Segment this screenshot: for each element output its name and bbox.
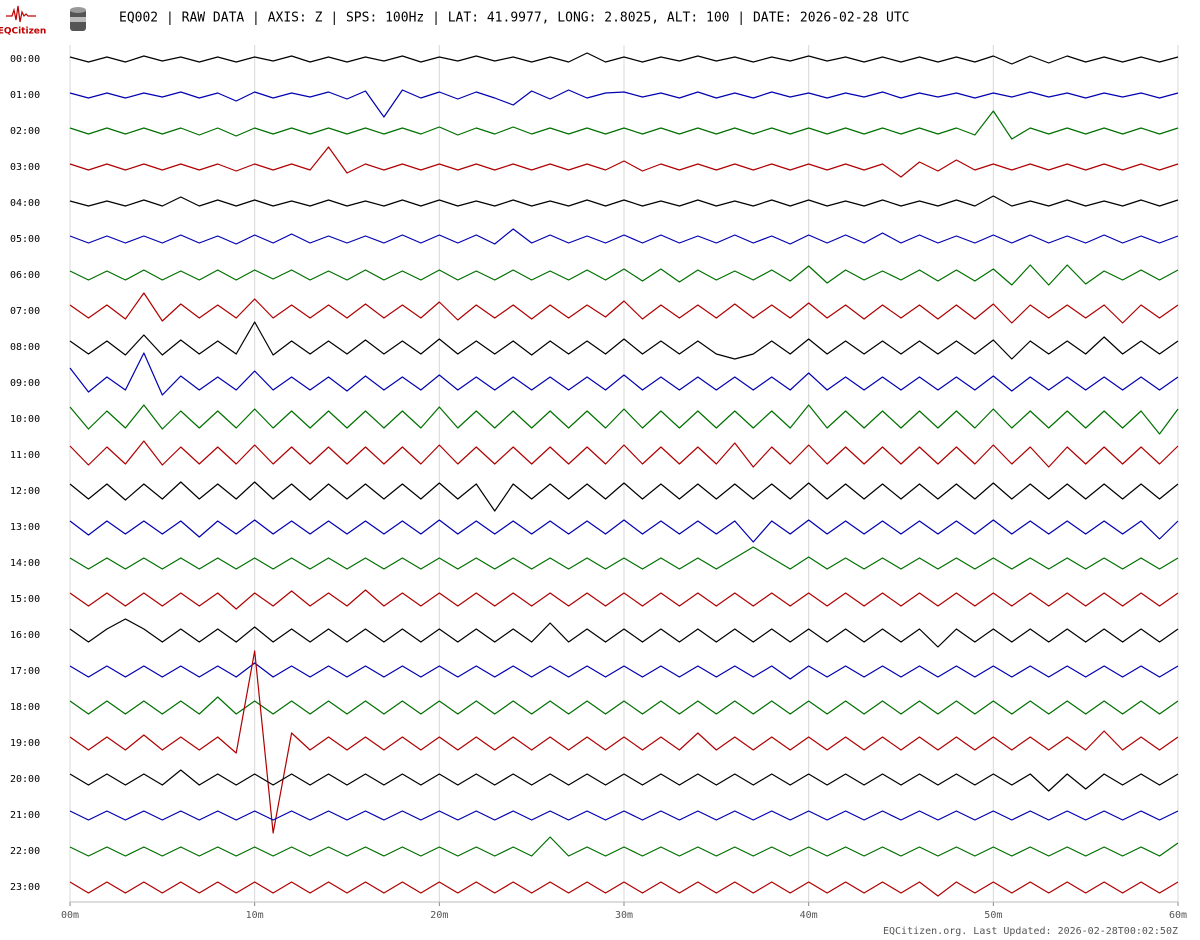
trace — [69, 696, 1179, 715]
trace — [69, 519, 1179, 543]
trace — [69, 110, 1179, 140]
row-label: 17:00 — [10, 666, 40, 677]
row-label: 04:00 — [10, 198, 40, 209]
trace — [69, 769, 1179, 792]
row-label: 10:00 — [10, 414, 40, 425]
row-label: 12:00 — [10, 486, 40, 497]
footer: EQCitizen.org. Last Updated: 2026-02-28T… — [883, 926, 1178, 937]
row-label: 01:00 — [10, 90, 40, 101]
row-label: 14:00 — [10, 558, 40, 569]
x-tick-label: 30m — [615, 910, 633, 921]
x-tick-label: 60m — [1169, 910, 1187, 921]
trace — [69, 264, 1179, 286]
chart-title: EQ002 | RAW DATA | AXIS: Z | SPS: 100Hz … — [119, 11, 910, 26]
trace — [69, 228, 1179, 245]
grid — [69, 45, 1179, 902]
sensor-top — [70, 7, 86, 13]
x-tick-label: 50m — [984, 910, 1002, 921]
x-tick-label: 10m — [246, 910, 264, 921]
logo-wave — [6, 5, 36, 23]
trace — [69, 546, 1179, 570]
row-label: 02:00 — [10, 126, 40, 137]
trace — [69, 618, 1179, 648]
trace — [69, 810, 1179, 821]
trace — [69, 440, 1179, 468]
x-tick-label: 20m — [430, 910, 448, 921]
trace — [69, 292, 1179, 324]
trace — [69, 52, 1179, 65]
trace — [69, 146, 1179, 178]
row-label: 20:00 — [10, 774, 40, 785]
row-label: 00:00 — [10, 54, 40, 65]
trace — [69, 404, 1179, 435]
trace — [69, 650, 1179, 834]
x-tick-label: 00m — [61, 910, 79, 921]
row-label: 23:00 — [10, 882, 40, 893]
logo-text: EQCitizen — [0, 27, 46, 37]
trace — [69, 195, 1179, 207]
trace — [69, 481, 1179, 512]
row-label: 16:00 — [10, 630, 40, 641]
sensor-band — [70, 17, 86, 22]
x-tick-label: 40m — [800, 910, 818, 921]
row-label: 07:00 — [10, 306, 40, 317]
trace — [69, 321, 1179, 360]
row-label: 09:00 — [10, 378, 40, 389]
sensor-icon — [70, 7, 86, 31]
row-label: 19:00 — [10, 738, 40, 749]
row-label: 15:00 — [10, 594, 40, 605]
row-label: 11:00 — [10, 450, 40, 461]
trace — [69, 881, 1179, 897]
row-label: 13:00 — [10, 522, 40, 533]
trace — [69, 662, 1179, 680]
row-label: 08:00 — [10, 342, 40, 353]
trace — [69, 836, 1179, 857]
row-label: 18:00 — [10, 702, 40, 713]
trace — [69, 589, 1179, 610]
row-label: 21:00 — [10, 810, 40, 821]
logo: EQCitizen — [0, 5, 46, 37]
row-label: 03:00 — [10, 162, 40, 173]
trace — [69, 89, 1179, 118]
row-label: 06:00 — [10, 270, 40, 281]
trace — [69, 352, 1179, 396]
row-label: 05:00 — [10, 234, 40, 245]
row-label: 22:00 — [10, 846, 40, 857]
